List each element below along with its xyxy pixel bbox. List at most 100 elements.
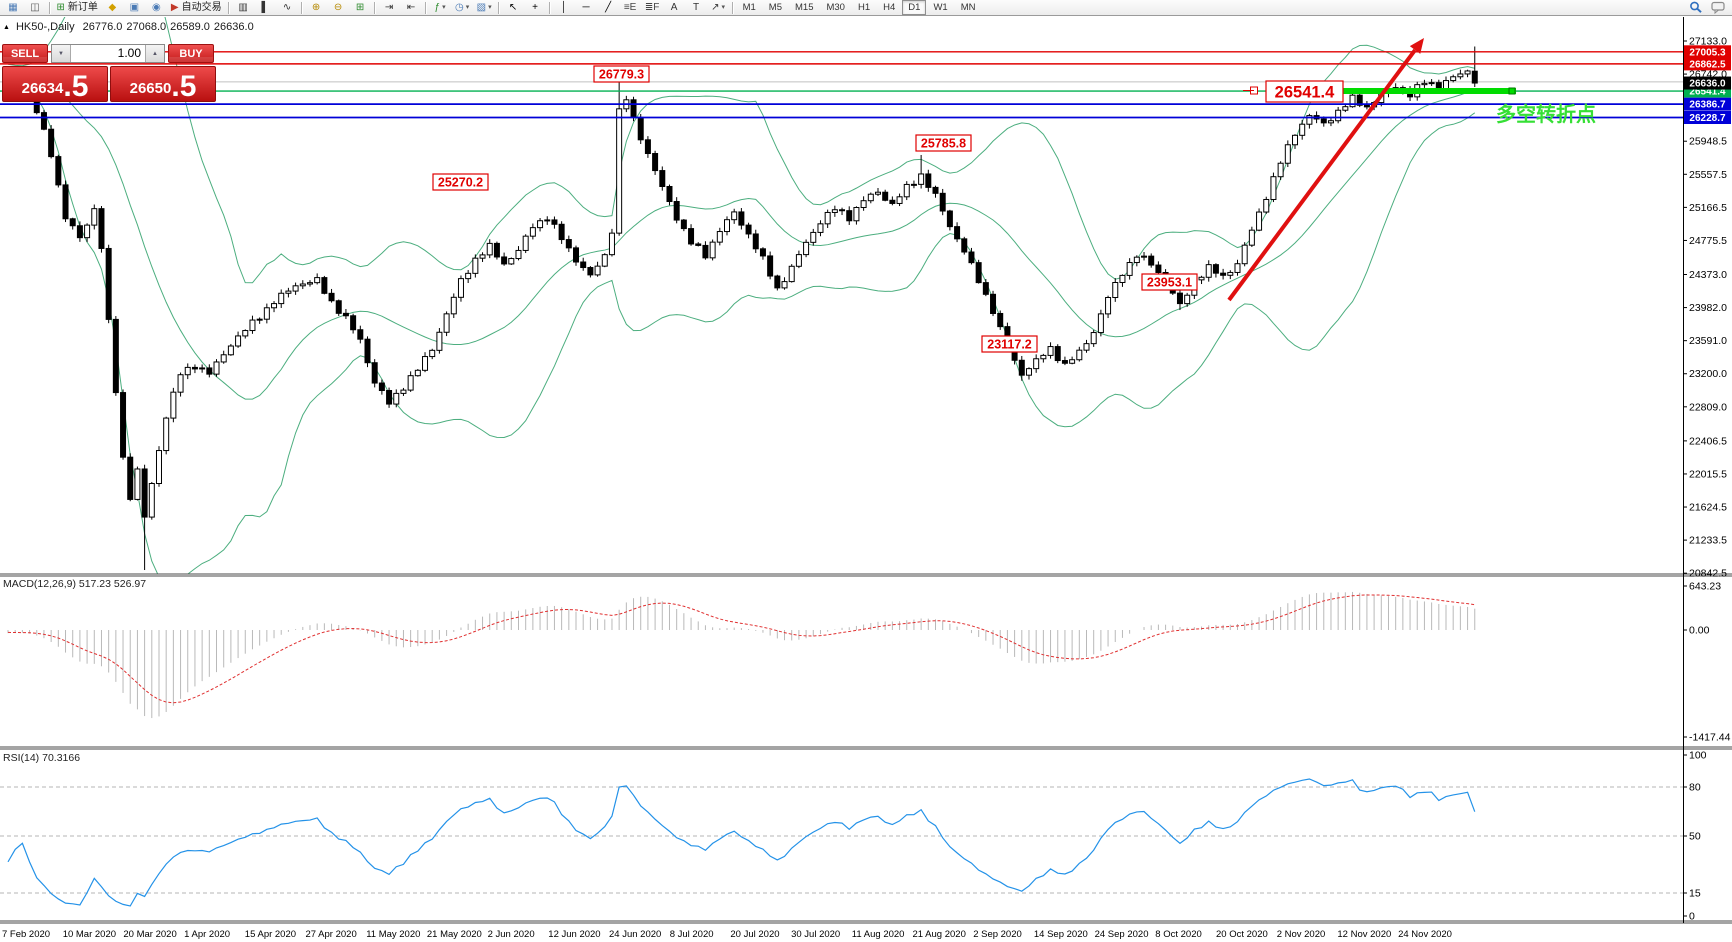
profiles-button[interactable]: ◫ [25, 0, 46, 16]
vertical-line-icon: │ [560, 2, 568, 13]
indicators-icon: ƒ [434, 2, 441, 13]
new-order-button-label: 新订单 [67, 2, 98, 13]
tile-windows-button[interactable]: ⊞ [350, 0, 371, 16]
autotrading-button[interactable]: ▶ 自动交易 [168, 0, 225, 16]
svg-text:24373.0: 24373.0 [1689, 269, 1727, 281]
macd-panel [7, 591, 1476, 719]
price-badge: 26386.7 [1689, 100, 1726, 111]
date-label: 1 Apr 2020 [184, 929, 230, 940]
panel-separators[interactable] [0, 573, 1732, 924]
indicators-button[interactable]: ƒ ▾ [430, 0, 451, 16]
timeframe-h4-button[interactable]: H4 [883, 2, 896, 13]
chart-header: ▲ HK50-,Daily 26776.0 27068.0 26589.0 26636.0 [3, 21, 258, 33]
new-chart-icon: ▦ [8, 2, 18, 13]
one-click-trading-panel: SELL ▼ 1.00 ▲ BUY 26634.5 26650.5 [2, 44, 220, 102]
close-value: 26636.0 [213, 21, 254, 33]
timeframe-w1-button[interactable]: W1 [933, 2, 948, 13]
volume-decrease-button[interactable]: ▼ [52, 45, 71, 62]
price-label: 23117.2 [987, 338, 1032, 352]
timeframe-m1-button[interactable]: M1 [742, 2, 756, 13]
date-label: 20 Jul 2020 [730, 929, 779, 940]
fibo-expansion-button[interactable]: ≣F [642, 0, 663, 16]
auto-scroll-icon: ⇥ [384, 2, 394, 13]
auto-scroll-button[interactable]: ⇥ [379, 0, 400, 16]
svg-text:80: 80 [1689, 782, 1701, 794]
date-label: 20 Oct 2020 [1216, 929, 1268, 940]
sell-button[interactable]: SELL [2, 44, 48, 63]
arrows-button-dropdown-icon[interactable]: ▾ [721, 4, 726, 11]
signals-icon: ◉ [152, 2, 161, 13]
search-icon[interactable] [1689, 1, 1703, 14]
text-button[interactable]: A [664, 0, 685, 16]
toolbar-separator [49, 1, 50, 14]
terminal-button[interactable]: ▣ [124, 0, 145, 16]
templates-button[interactable]: ▧ ▾ [474, 0, 495, 16]
toolbar-separator [549, 1, 551, 14]
price-label: 25785.8 [921, 137, 966, 151]
cursor-icon: ↖ [508, 2, 518, 13]
line-chart-button[interactable]: ∿ [277, 0, 298, 16]
price-axis[interactable]: 27133.026742.025948.525557.525166.524775… [1683, 17, 1731, 923]
collapse-arrow-icon[interactable]: ▲ [3, 24, 10, 31]
candlestick-chart-button[interactable]: ▌ [255, 0, 276, 16]
svg-text:0: 0 [1689, 911, 1695, 923]
sell-price-main: 26634 [21, 80, 64, 97]
zoom-out-icon: ⊖ [333, 2, 343, 13]
svg-text:20842.5: 20842.5 [1689, 568, 1727, 580]
drawn-objects[interactable] [1243, 86, 1516, 95]
svg-text:23982.0: 23982.0 [1689, 302, 1727, 314]
volume-increase-button[interactable]: ▲ [145, 45, 164, 62]
trendline-button[interactable]: ╱ [598, 0, 619, 16]
crosshair-button[interactable]: + [525, 0, 546, 16]
profiles-icon: ◫ [30, 2, 40, 13]
text-icon: A [670, 2, 678, 13]
arrows-button[interactable]: ↗ ▾ [708, 0, 729, 16]
timeframe-d1-button[interactable]: D1 [902, 0, 927, 15]
signals-button[interactable]: ◉ [146, 0, 167, 16]
price-badge: 26636.0 [1689, 79, 1726, 90]
fibo-retracement-button[interactable]: ≡E [620, 0, 641, 16]
horizontal-line-button[interactable]: ─ [576, 0, 597, 16]
pivot-text-annotation: 多空转折点 [1496, 102, 1596, 126]
timeframe-mn-button[interactable]: MN [960, 2, 976, 13]
date-label: 24 Sep 2020 [1095, 929, 1149, 940]
text-label-button[interactable]: T [686, 0, 707, 16]
periods-icon: ◷ [454, 2, 464, 13]
price-annotation-labels[interactable]: 26779.3 25270.2 25785.8 23117.2 23953.1 26541… [432, 65, 1596, 353]
zoom-in-button[interactable]: ⊕ [306, 0, 327, 16]
date-label: 7 Feb 2020 [2, 929, 50, 940]
templates-button-dropdown-icon[interactable]: ▾ [488, 4, 492, 11]
timeframe-h1-button[interactable]: H1 [857, 2, 871, 13]
new-order-button[interactable]: ⊞ 新订单 [54, 0, 101, 16]
sell-price-box[interactable]: 26634.5 [2, 66, 108, 102]
svg-text:21233.5: 21233.5 [1689, 535, 1727, 547]
vertical-line-button[interactable]: │ [554, 0, 575, 16]
metaeditor-button[interactable]: ◆ [102, 0, 123, 16]
symbol-period-label: HK50-,Daily [15, 21, 75, 33]
timeframe-m30-button[interactable]: M30 [826, 2, 845, 13]
timeframe-m5-button[interactable]: M5 [768, 2, 782, 13]
cursor-button[interactable]: ↖ [503, 0, 524, 16]
price-label: 25270.2 [438, 176, 483, 190]
periods-button-dropdown-icon[interactable]: ▾ [465, 4, 470, 11]
bar-chart-button[interactable]: ▥ [233, 0, 254, 16]
crosshair-icon: + [532, 2, 539, 13]
trend-arrow[interactable] [1227, 38, 1424, 302]
open-value: 26776.0 [82, 21, 123, 33]
horizontal-line-objects[interactable] [0, 51, 1683, 119]
candlestick-series [5, 46, 1478, 571]
autotrading-button-label: 自动交易 [181, 2, 222, 13]
volume-input[interactable]: 1.00 [117, 46, 141, 60]
indicators-button-dropdown-icon[interactable]: ▾ [442, 4, 446, 11]
timeframe-m15-button[interactable]: M15 [795, 2, 814, 13]
periods-button[interactable]: ◷ ▾ [452, 0, 473, 16]
zoom-out-button[interactable]: ⊖ [328, 0, 349, 16]
date-label: 15 Apr 2020 [245, 929, 296, 940]
time-axis[interactable]: 7 Feb 2020 10 Mar 2020 20 Mar 2020 1 Apr 20… [2, 929, 1452, 940]
buy-button[interactable]: BUY [168, 44, 214, 63]
new-chart-button[interactable]: ▦ [3, 0, 24, 16]
templates-icon: ▧ [476, 2, 487, 13]
buy-price-box[interactable]: 26650.5 [110, 66, 216, 102]
chat-icon[interactable] [1711, 1, 1726, 14]
chart-shift-button[interactable]: ⇤ [401, 0, 422, 16]
